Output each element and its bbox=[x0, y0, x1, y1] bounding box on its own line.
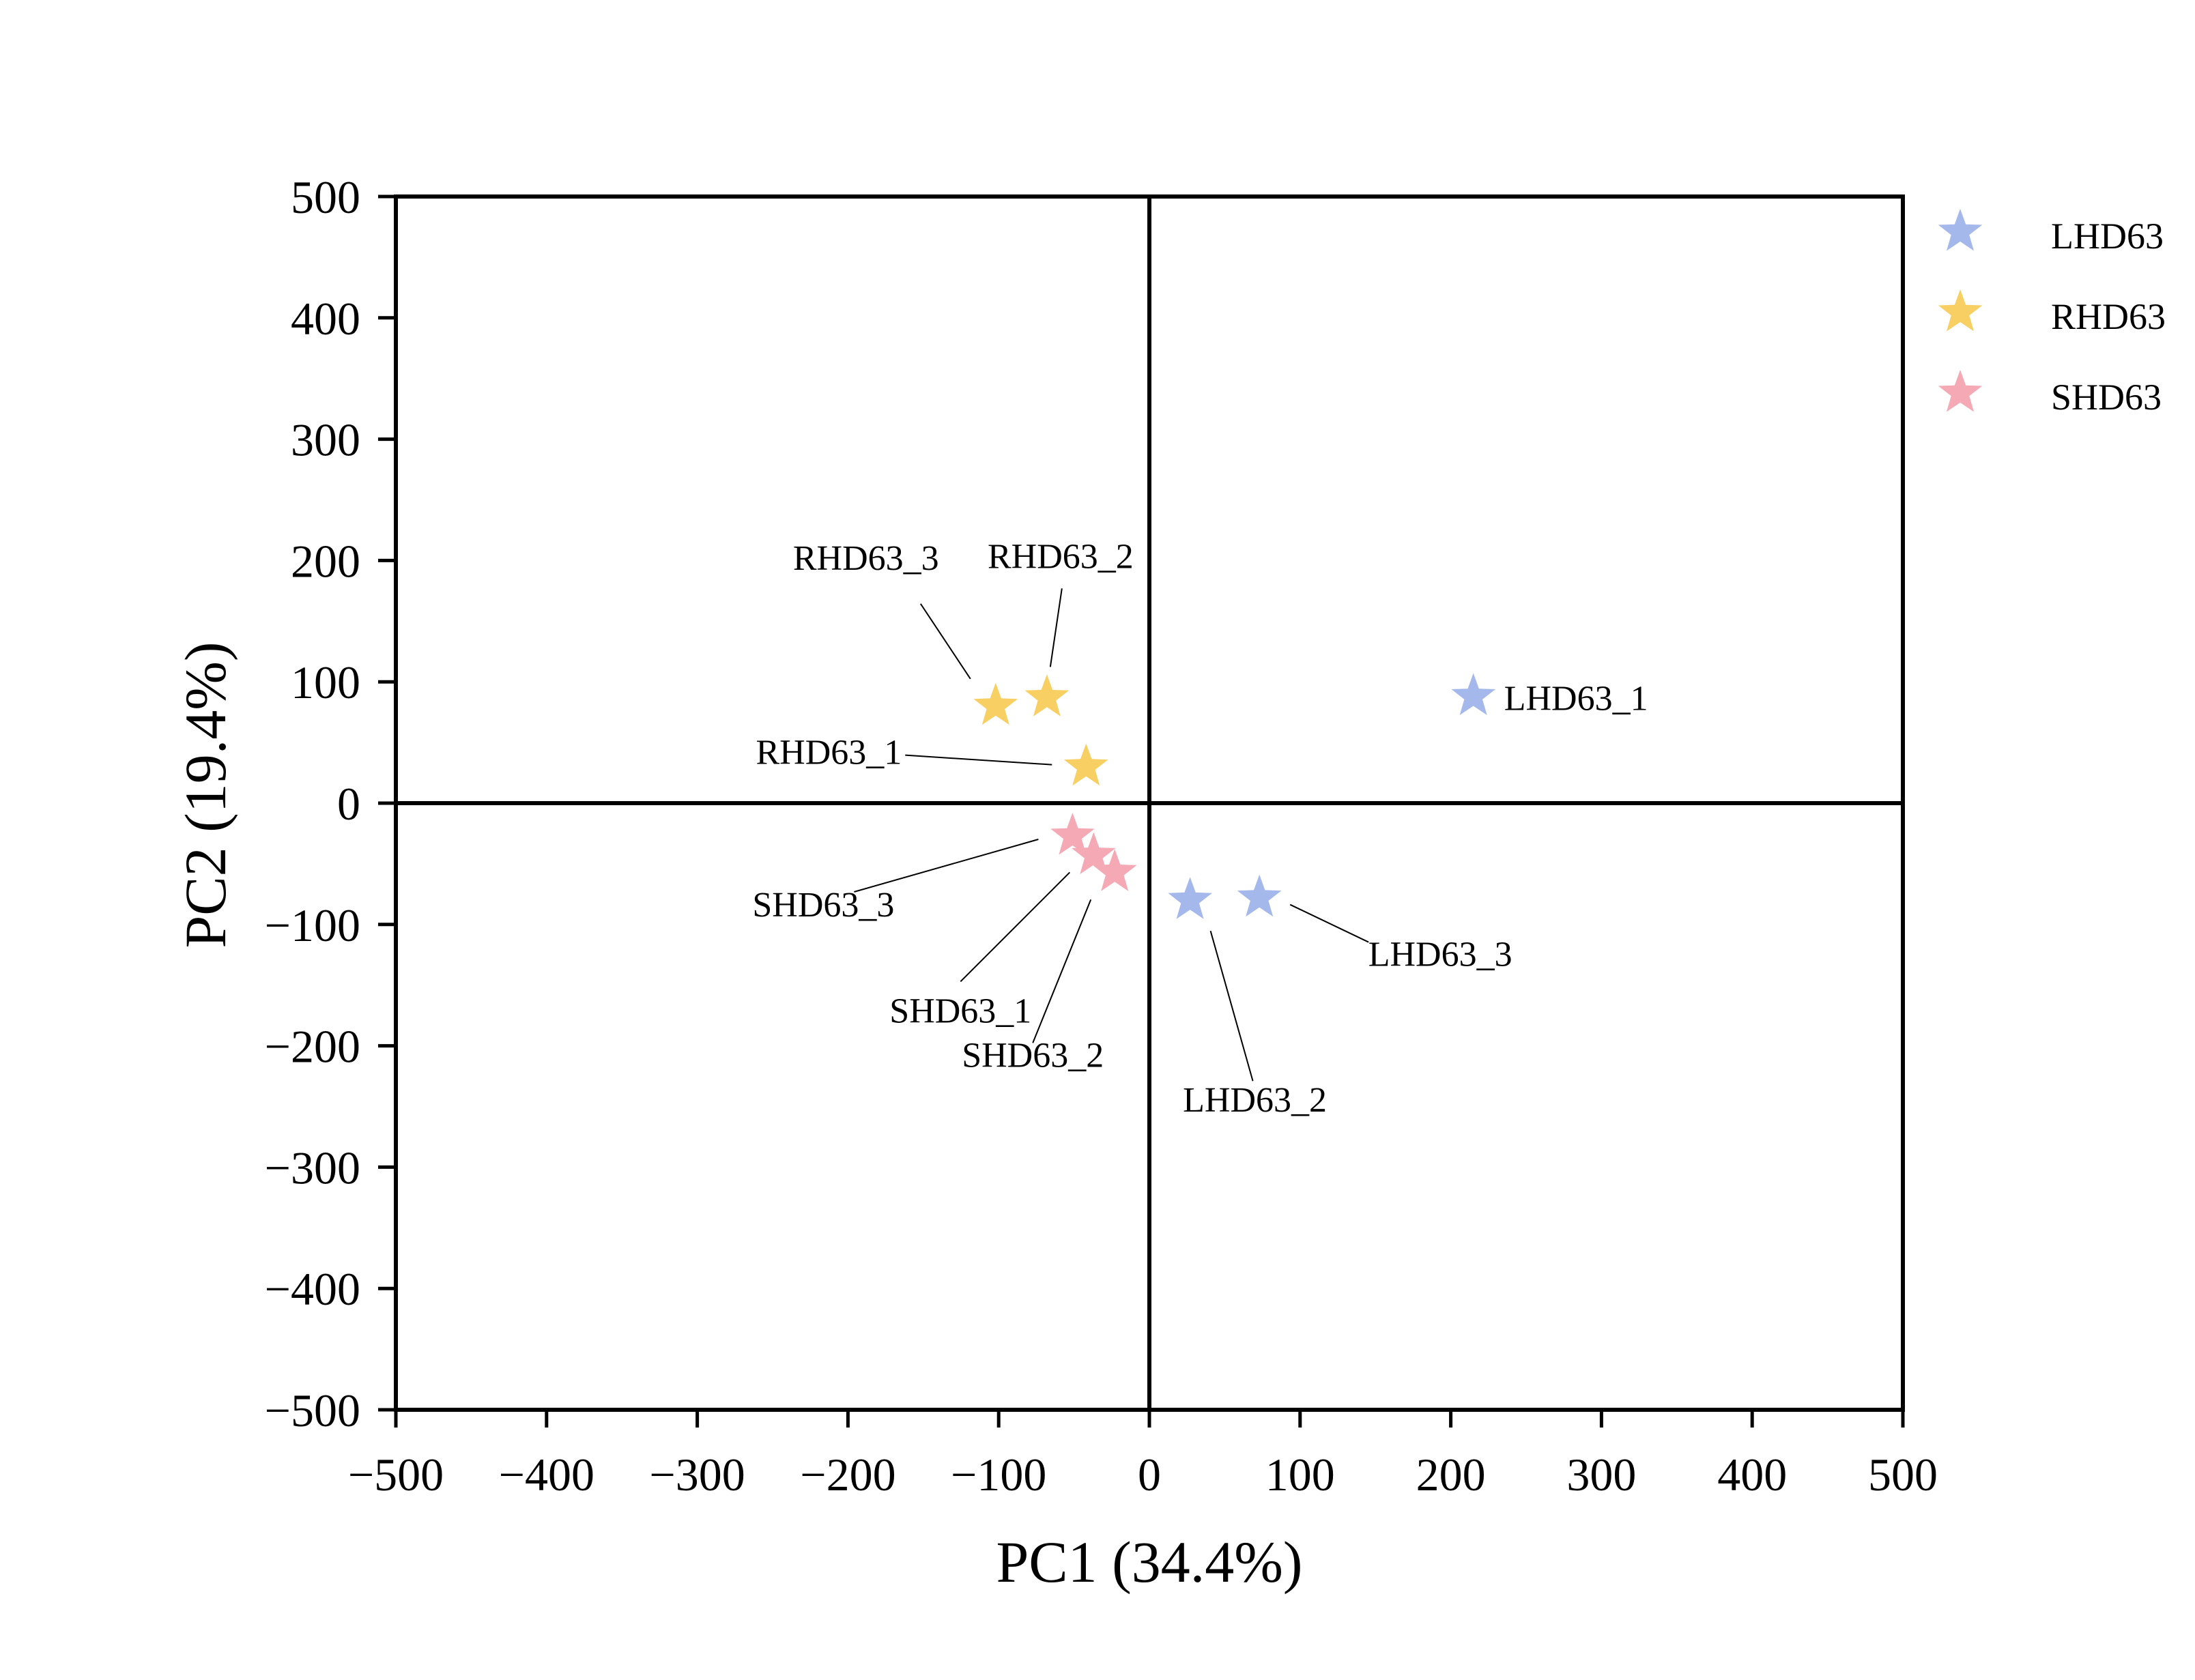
legend-marker-SHD63 bbox=[1938, 370, 1983, 412]
x-tick-label: 100 bbox=[1265, 1449, 1335, 1501]
x-tick-label: −200 bbox=[800, 1449, 895, 1501]
point-RHD63_1 bbox=[1063, 743, 1108, 786]
point-label-LHD63_3: LHD63_3 bbox=[1368, 936, 1512, 974]
point-SHD63_2 bbox=[1092, 849, 1137, 891]
y-axis-title: PC2 (19.4%) bbox=[173, 641, 238, 948]
x-tick-label: −500 bbox=[348, 1449, 444, 1501]
legend-label-SHD63: SHD63 bbox=[2051, 377, 2162, 418]
point-RHD63_2 bbox=[1024, 674, 1070, 716]
leader-line-LHD63_3 bbox=[1289, 903, 1369, 943]
leader-line-RHD63_1 bbox=[905, 754, 1052, 766]
point-label-RHD63_2: RHD63_2 bbox=[988, 537, 1134, 576]
y-tick-label: 400 bbox=[291, 293, 360, 345]
legend-label-RHD63: RHD63 bbox=[2051, 296, 2166, 337]
x-tick-label: 200 bbox=[1416, 1449, 1486, 1501]
x-tick-label: −400 bbox=[499, 1449, 594, 1501]
legend-marker-RHD63 bbox=[1938, 289, 1983, 332]
point-label-SHD63_3: SHD63_3 bbox=[752, 886, 894, 925]
point-label-SHD63_2: SHD63_2 bbox=[962, 1036, 1104, 1075]
y-tick-label: −500 bbox=[265, 1385, 360, 1436]
y-tick-label: 300 bbox=[291, 414, 360, 466]
plot-border bbox=[394, 194, 1905, 1412]
axis-ticks: −500 −400 −300 −200 −100 0 100 200 300 400 500 −500… bbox=[265, 171, 1938, 1501]
x-tick-label: 400 bbox=[1717, 1449, 1787, 1501]
legend: LHD63 RHD63 SHD63 bbox=[1938, 209, 2166, 418]
y-tick-label: −300 bbox=[265, 1142, 360, 1193]
x-axis-title: PC1 (34.4%) bbox=[996, 1529, 1302, 1595]
point-label-LHD63_2: LHD63_2 bbox=[1183, 1081, 1327, 1120]
leader-line-SHD63_1 bbox=[960, 871, 1071, 983]
point-LHD63_2 bbox=[1168, 877, 1212, 919]
y-tick-label: −200 bbox=[265, 1021, 360, 1073]
y-tick-label: −400 bbox=[265, 1263, 360, 1315]
point-LHD63_3 bbox=[1237, 874, 1282, 917]
x-tick-label: 300 bbox=[1566, 1449, 1636, 1501]
point-label-RHD63_3: RHD63_3 bbox=[793, 539, 939, 578]
point-labels: LHD63_1 LHD63_2 LHD63_3 RHD63_1 RHD63_2 RHD63… bbox=[752, 537, 1648, 1120]
leader-line-SHD63_2 bbox=[1032, 899, 1092, 1043]
zero-lines bbox=[396, 197, 1903, 1410]
point-SHD63_1 bbox=[1072, 832, 1116, 874]
leader-line-RHD63_2 bbox=[1049, 588, 1063, 667]
label-leader-lines bbox=[854, 588, 1369, 1082]
leader-line-SHD63_3 bbox=[854, 839, 1039, 893]
data-points bbox=[973, 673, 1496, 919]
y-tick-label: 200 bbox=[291, 535, 360, 587]
point-RHD63_3 bbox=[973, 682, 1018, 725]
x-tick-label: 500 bbox=[1868, 1449, 1938, 1501]
y-tick-label: 100 bbox=[291, 656, 360, 708]
y-tick-label: 0 bbox=[337, 778, 360, 830]
plot-frame bbox=[394, 194, 1905, 1412]
y-tick-label: −100 bbox=[265, 899, 360, 951]
point-label-LHD63_1: LHD63_1 bbox=[1504, 680, 1648, 719]
legend-marker-LHD63 bbox=[1938, 209, 1983, 251]
point-LHD63_1 bbox=[1451, 673, 1496, 715]
y-tick-label: 500 bbox=[291, 171, 360, 223]
x-tick-label: 0 bbox=[1138, 1449, 1161, 1501]
x-tick-label: −300 bbox=[649, 1449, 745, 1501]
point-label-RHD63_1: RHD63_1 bbox=[756, 734, 902, 772]
leader-line-LHD63_2 bbox=[1209, 930, 1254, 1082]
leader-line-RHD63_3 bbox=[919, 603, 971, 680]
x-tick-label: −100 bbox=[951, 1449, 1046, 1501]
point-SHD63_3 bbox=[1050, 813, 1095, 855]
point-label-SHD63_1: SHD63_1 bbox=[889, 991, 1031, 1030]
legend-label-LHD63: LHD63 bbox=[2051, 216, 2164, 257]
